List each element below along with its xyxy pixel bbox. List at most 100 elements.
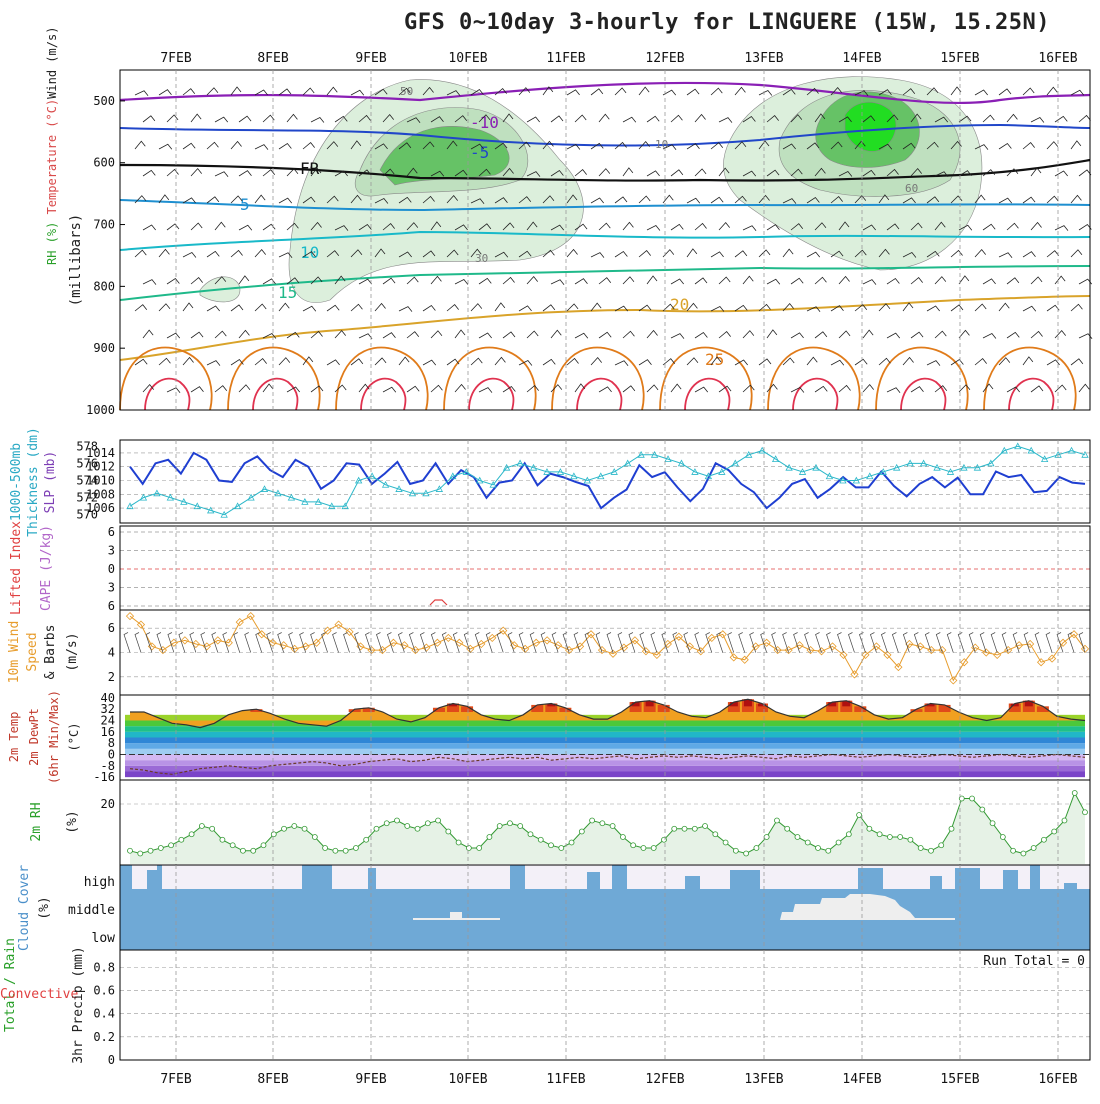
- wind10m-barb: [332, 632, 339, 653]
- wind-barb: [814, 113, 826, 123]
- wind-barb: [374, 248, 386, 258]
- wind-point: [806, 645, 815, 655]
- wind-barb: [358, 114, 371, 123]
- wind-barb: [478, 168, 491, 177]
- thickness-tick: 574: [76, 474, 98, 488]
- wind-barb: [470, 143, 485, 150]
- wind-barb: [622, 116, 637, 123]
- wind-barb: [406, 331, 420, 339]
- thickness-point: [556, 468, 565, 475]
- wind-barb: [638, 140, 651, 150]
- wind-barb: [422, 305, 436, 312]
- wind10m-barb: [606, 632, 614, 653]
- temp-band: [125, 737, 1085, 744]
- wind10m-barb: [870, 632, 877, 653]
- wind-barb: [398, 251, 412, 258]
- wind-barb: [862, 279, 877, 285]
- wind10m-barb: [145, 632, 153, 653]
- wind10m-barb: [452, 632, 460, 653]
- temp-band: [125, 720, 1085, 727]
- wind-barb: [278, 197, 293, 204]
- wind-barb: [214, 221, 226, 231]
- wind10m-barb: [913, 632, 921, 653]
- wind-barb: [422, 86, 434, 96]
- thickness-point: [233, 502, 242, 510]
- rh-point: [630, 842, 637, 849]
- wind-tick: 4: [108, 646, 115, 660]
- rh-point: [260, 842, 267, 849]
- side-label-precip-unit: 3hr Precip (mm): [71, 946, 86, 1063]
- wind-barb: [718, 167, 730, 177]
- wind10m-barb: [408, 632, 416, 653]
- rh-point: [157, 845, 164, 851]
- side-label-li: Lifted Index: [9, 521, 24, 615]
- rh-point: [886, 834, 893, 840]
- wind-barb: [710, 356, 722, 366]
- rh-point: [476, 845, 483, 851]
- wind-barb: [406, 222, 419, 231]
- wind-barb: [902, 251, 917, 258]
- wind-barb: [830, 196, 843, 204]
- wind-barb: [638, 250, 651, 258]
- wind-barb: [814, 331, 828, 339]
- rh-point: [989, 820, 996, 827]
- rh-point: [219, 836, 226, 843]
- wind-barb: [526, 221, 538, 231]
- thickness-point: [220, 510, 228, 518]
- rh-point: [383, 820, 390, 827]
- wind-barb: [470, 357, 483, 366]
- rh-point: [342, 847, 349, 854]
- wind-barb: [982, 332, 997, 339]
- wind-barb: [286, 113, 298, 123]
- wind-barb: [854, 249, 867, 258]
- wind-barb: [446, 194, 459, 204]
- wind-barb: [974, 89, 988, 96]
- rh-point: [137, 850, 144, 857]
- wind10m-barb: [496, 632, 504, 653]
- wind10m-barb: [924, 632, 932, 653]
- wind-barb: [350, 249, 363, 258]
- slp-tick: 1006: [86, 501, 115, 515]
- side-label-temp: 2m DewPt: [27, 708, 41, 766]
- wind-barb: [998, 143, 1012, 150]
- wind-barb: [1022, 87, 1035, 96]
- wind-barb: [574, 383, 586, 393]
- wind-barb: [598, 168, 611, 177]
- wind-point: [740, 655, 749, 664]
- rh-point: [198, 823, 205, 829]
- wind10m-barb: [837, 632, 844, 653]
- wind-barb: [326, 86, 338, 96]
- wind-barb: [694, 386, 709, 393]
- wind-barb: [214, 171, 229, 178]
- wind-barb: [886, 332, 901, 339]
- wind-barb: [838, 170, 853, 177]
- wind-barb: [838, 384, 851, 393]
- wind-barb: [182, 356, 194, 366]
- side-label-part: Wind (m/s): [45, 27, 59, 99]
- wind-barb: [422, 141, 435, 150]
- wind-barb: [1046, 359, 1060, 366]
- wind10m-barb: [1023, 632, 1031, 653]
- cloud-high-gap: [1018, 865, 1030, 889]
- wind-barb: [662, 194, 674, 204]
- rh-point: [866, 825, 873, 832]
- wind-barb: [398, 87, 411, 96]
- thickness-point: [1067, 446, 1076, 454]
- rh-point: [578, 828, 585, 835]
- thickness-point: [771, 455, 780, 463]
- wind-point: [1069, 630, 1079, 639]
- wind-barb: [838, 221, 850, 231]
- wind-barb: [910, 222, 923, 231]
- temp-tick: -8: [101, 759, 115, 773]
- wind-barb: [142, 383, 155, 393]
- wind-barb: [326, 195, 339, 204]
- wind-barb: [622, 330, 635, 339]
- rh-point: [1061, 817, 1068, 824]
- wind-barb: [982, 223, 996, 231]
- wind-barb: [134, 140, 146, 150]
- wind-barb: [566, 89, 580, 96]
- wind-barb: [878, 248, 890, 258]
- wind-barb: [854, 140, 866, 150]
